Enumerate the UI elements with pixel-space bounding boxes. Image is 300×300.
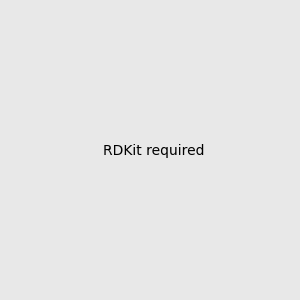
Text: RDKit required: RDKit required <box>103 145 205 158</box>
